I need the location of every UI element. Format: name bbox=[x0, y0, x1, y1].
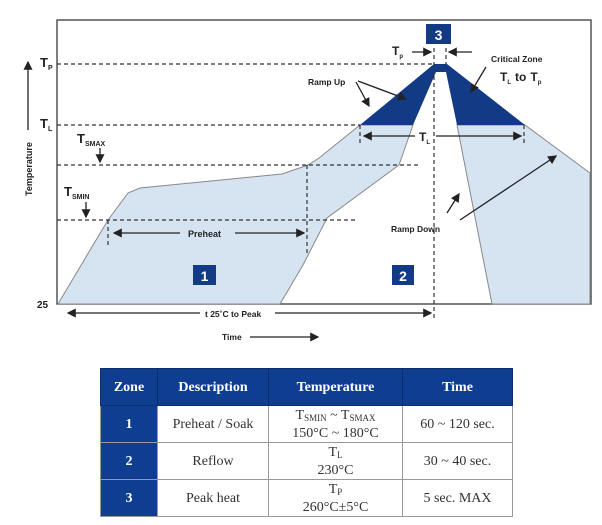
zone-1-number: 1 bbox=[201, 268, 209, 284]
time-cell: 60 ~ 120 sec. bbox=[402, 405, 513, 443]
ramp-down-arrow-icon bbox=[446, 192, 460, 214]
table-row: 1 Preheat / Soak TSMIN ~ TSMAX 150°C ~ 18… bbox=[100, 405, 513, 443]
ramp-up-arrow-icon bbox=[357, 80, 408, 101]
preheat-reflow-region bbox=[57, 124, 414, 305]
level-lines bbox=[57, 48, 525, 318]
tp-level-label: TP bbox=[40, 55, 53, 72]
zone-3-number: 3 bbox=[435, 27, 443, 43]
temperature-cell: TSMIN ~ TSMAX 150°C ~ 180°C bbox=[268, 405, 403, 443]
table-row: 2 Reflow TL 230°C 30 ~ 40 sec. bbox=[100, 442, 513, 480]
x-axis-label: Time bbox=[222, 332, 242, 342]
arrows bbox=[23, 47, 558, 342]
description-cell: Reflow bbox=[157, 442, 269, 480]
table-header: Zone Description Temperature Time bbox=[100, 368, 513, 406]
zone-cell: 1 bbox=[100, 405, 158, 443]
tsmax-level-label: TSMAX bbox=[77, 131, 106, 148]
tl-duration-label: TL bbox=[419, 130, 430, 146]
zone-table: Zone Description Temperature Time 1 Preh… bbox=[100, 368, 513, 517]
critical-zone-label: Critical Zone bbox=[491, 54, 543, 64]
y-axis-label: Temperature bbox=[24, 142, 34, 196]
description-cell: Peak heat bbox=[157, 479, 269, 517]
header-zone: Zone bbox=[100, 368, 158, 406]
time-cell: 30 ~ 40 sec. bbox=[402, 442, 513, 480]
header-time: Time bbox=[402, 368, 513, 406]
ramp-down-label: Ramp Down bbox=[391, 224, 440, 234]
zone-1-badge bbox=[193, 265, 216, 285]
ramp-down-arrow-icon bbox=[459, 155, 558, 221]
ramp-up-label: Ramp Up bbox=[308, 77, 345, 87]
critical-zone-range: TL to Tp bbox=[500, 70, 542, 86]
critical-zone-arrow-icon bbox=[470, 66, 487, 94]
header-description: Description bbox=[157, 368, 269, 406]
temperature-cell: TP 260°C±5°C bbox=[268, 479, 403, 517]
zone-2-badge bbox=[392, 265, 414, 285]
preheat-label: Preheat bbox=[188, 229, 221, 239]
ramp-up-arrow-icon bbox=[355, 81, 370, 108]
zone-cell: 2 bbox=[100, 442, 158, 480]
zone-cell: 3 bbox=[100, 479, 158, 517]
tp-duration-label: Tp bbox=[392, 44, 403, 60]
zone-3-badge bbox=[426, 24, 451, 44]
header-temperature: Temperature bbox=[268, 368, 403, 406]
temperature-cell: TL 230°C bbox=[268, 442, 403, 480]
reflow-profile-diagram: Temperature TP TL TSMAX TSMIN 25 Preheat… bbox=[23, 19, 592, 342]
tl-level-label: TL bbox=[40, 116, 53, 133]
time-cell: 5 sec. MAX bbox=[402, 479, 513, 517]
time-to-peak-label: t 25˚C to Peak bbox=[205, 309, 261, 319]
description-cell: Preheat / Soak bbox=[157, 405, 269, 443]
tsmin-level-label: TSMIN bbox=[64, 184, 89, 201]
table-row: 3 Peak heat TP 260°C±5°C 5 sec. MAX bbox=[100, 479, 513, 517]
base-temp-label: 25 bbox=[37, 300, 49, 311]
critical-zone bbox=[360, 64, 525, 125]
zone-2-number: 2 bbox=[399, 268, 407, 284]
